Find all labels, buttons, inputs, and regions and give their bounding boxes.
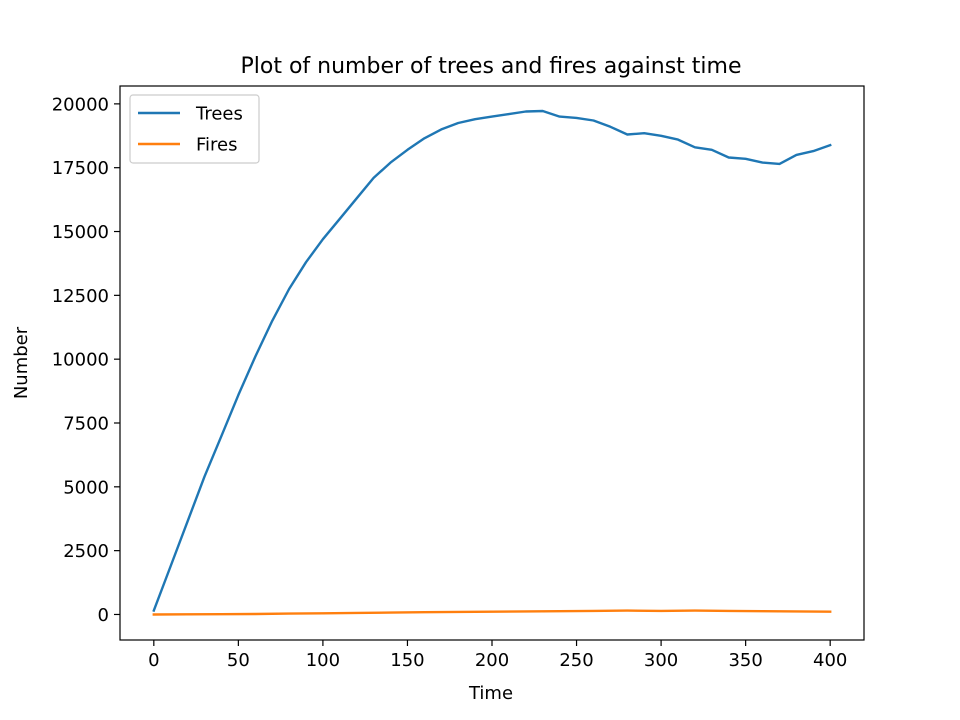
x-tick-label: 100 [306,650,340,671]
x-tick-label: 150 [390,650,424,671]
y-axis-ticks: 0 2500 5000 7500 10000 12500 15000 17500 20000 [52,94,120,626]
chart-title: Plot of number of trees and fires agains… [241,54,742,79]
series-layer [152,109,832,616]
y-tick-label: 5000 [63,477,109,498]
x-tick-label: 250 [559,650,593,671]
x-tick-label: 300 [644,650,678,671]
y-tick-label: 17500 [52,158,109,179]
series-line-trees [152,109,832,613]
y-tick-label: 2500 [63,541,109,562]
x-tick-label: 0 [148,650,159,671]
y-tick-label: 7500 [63,413,109,434]
x-axis-label: Time [468,683,513,704]
legend-label-fires: Fires [196,135,238,156]
x-axis-ticks: 0 50 100 150 200 250 300 350 400 [148,640,847,671]
x-tick-label: 400 [813,650,847,671]
series-line-fires [152,609,832,616]
legend: Trees Fires [129,94,260,164]
y-axis-label: Number [11,326,32,399]
x-tick-label: 50 [227,650,250,671]
y-tick-label: 12500 [52,286,109,307]
legend-label-trees: Trees [195,104,243,125]
y-tick-label: 15000 [52,222,109,243]
y-tick-label: 20000 [52,94,109,115]
x-tick-label: 200 [475,650,509,671]
x-tick-label: 350 [728,650,762,671]
y-tick-label: 10000 [52,350,109,371]
y-tick-label: 0 [98,605,109,626]
